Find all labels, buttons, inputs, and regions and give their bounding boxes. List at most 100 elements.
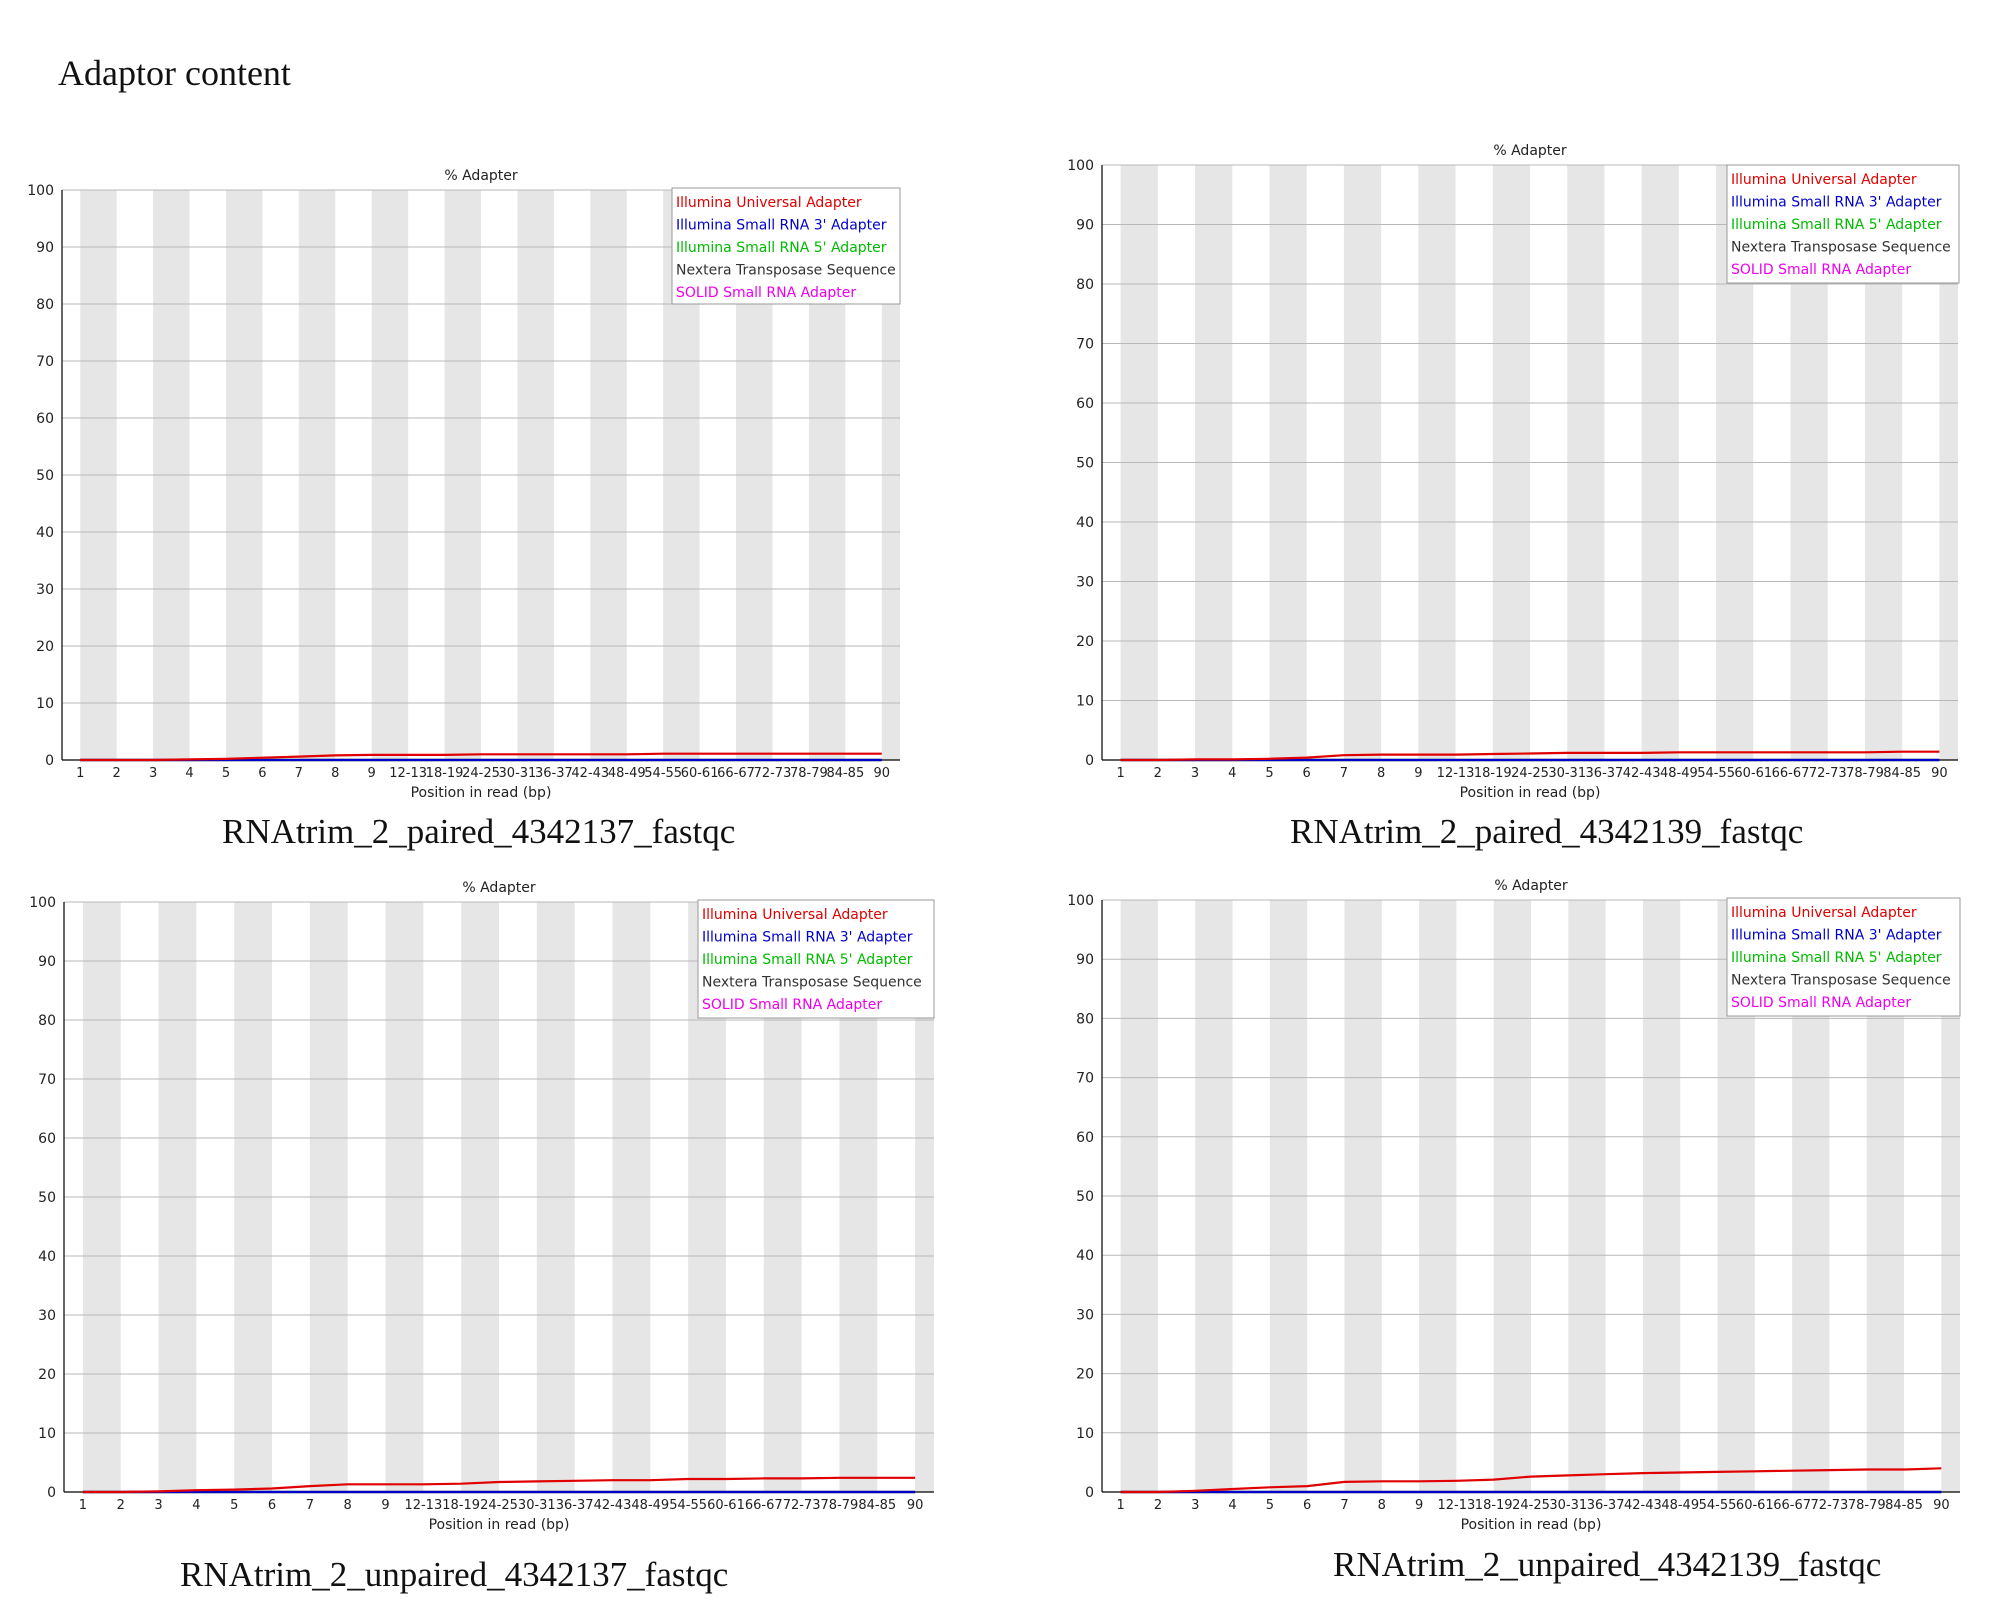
legend-entry: Illumina Small RNA 5' Adapter	[676, 240, 887, 256]
legend-entry: Illumina Universal Adapter	[676, 195, 862, 211]
y-tick-label: 90	[1076, 218, 1094, 234]
x-tick-label: 18-19	[426, 766, 464, 781]
x-tick-label: 36-37	[1587, 1498, 1625, 1513]
x-tick-label: 24-25	[480, 1498, 518, 1513]
chart-panel-unpaired-4342139: 0 10 20 30 40 50 60 70 80 90 100 1 2 3 4 5 6 7 8 9 12-13 18-1…	[1030, 865, 1980, 1545]
x-tick-label: 24-25	[462, 766, 500, 781]
y-tick-label: 80	[1076, 1011, 1094, 1027]
x-tick-label: 84-85	[826, 766, 864, 781]
legend: Illumina Universal Adapter Illumina Small…	[671, 187, 901, 305]
y-tick-label: 30	[36, 582, 54, 598]
y-tick-label: 70	[1076, 1071, 1094, 1087]
x-tick-label: 48-49	[631, 1498, 669, 1513]
x-tick-label: 7	[1340, 766, 1348, 781]
x-tick-label: 90	[1933, 1498, 1950, 1513]
y-tick-label: 60	[1076, 1130, 1094, 1146]
x-tick-label: 4	[1228, 1498, 1236, 1513]
chart-title: % Adapter	[1493, 143, 1567, 159]
x-tick-label: 2	[117, 1498, 125, 1513]
x-tick-label: 72-73	[1811, 1498, 1849, 1513]
x-tick-label: 66-67	[745, 1498, 783, 1513]
x-tick-label: 5	[1265, 766, 1273, 781]
x-tick-label: 3	[154, 1498, 162, 1513]
legend-entry: Illumina Small RNA 5' Adapter	[1731, 217, 1942, 233]
x-tick-label: 78-79	[1846, 766, 1884, 781]
y-tick-label: 30	[1076, 1307, 1094, 1323]
x-tick-label: 7	[1340, 1498, 1348, 1513]
y-tick-label: 100	[29, 895, 56, 911]
x-tick-label: 9	[1414, 766, 1422, 781]
x-tick-label: 6	[1303, 766, 1311, 781]
x-tick-label: 12-13	[389, 766, 427, 781]
x-tick-label: 90	[907, 1498, 924, 1513]
x-tick-label: 90	[874, 766, 891, 781]
x-tick-label: 5	[230, 1498, 238, 1513]
x-tick-label: 8	[344, 1498, 352, 1513]
x-tick-label: 54-55	[644, 766, 682, 781]
x-tick-label: 30-31	[499, 766, 537, 781]
legend-box	[671, 187, 901, 305]
legend-entry: Illumina Small RNA 5' Adapter	[702, 952, 913, 968]
x-tick-label: 2	[113, 766, 121, 781]
y-tick-label: 50	[1076, 1189, 1094, 1205]
x-tick-label: 84-85	[858, 1498, 896, 1513]
x-tick-label: 7	[306, 1498, 314, 1513]
legend-entry: Nextera Transposase Sequence	[702, 975, 922, 991]
x-tick-label: 78-79	[1848, 1498, 1886, 1513]
x-tick-label: 54-55	[1699, 1498, 1737, 1513]
y-tick-label: 70	[36, 354, 54, 370]
legend-entry: Nextera Transposase Sequence	[1731, 240, 1951, 256]
series-line-illumina-universal-adapter	[82, 1476, 916, 1494]
x-tick-label: 78-79	[821, 1498, 859, 1513]
x-tick-label: 72-73	[783, 1498, 821, 1513]
y-tick-label: 60	[1076, 396, 1094, 412]
x-tick-label: 42-43	[1624, 1498, 1662, 1513]
legend-entry: Illumina Small RNA 3' Adapter	[676, 218, 887, 234]
y-tick-label: 80	[38, 1013, 56, 1029]
x-tick-label: 84-85	[1885, 1498, 1923, 1513]
x-tick-label: 36-37	[556, 1498, 594, 1513]
y-tick-label: 0	[47, 1485, 56, 1501]
x-tick-label: 42-43	[1623, 766, 1661, 781]
x-tick-label: 60-61	[1736, 1498, 1774, 1513]
y-tick-label: 50	[1076, 456, 1094, 472]
legend-entry: SOLID Small RNA Adapter	[1731, 262, 1911, 278]
y-tick-label: 30	[38, 1308, 56, 1324]
y-tick-label: 10	[38, 1426, 56, 1442]
y-tick-label: 50	[38, 1190, 56, 1206]
legend-entry: Illumina Small RNA 5' Adapter	[1731, 950, 1942, 966]
x-tick-label: 3	[1191, 766, 1199, 781]
x-tick-label: 30-31	[518, 1498, 556, 1513]
x-tick-label: 18-19	[1474, 766, 1512, 781]
legend: Illumina Universal Adapter Illumina Small…	[1726, 164, 1960, 284]
x-tick-label: 48-49	[608, 766, 646, 781]
x-tick-label: 8	[1378, 1498, 1386, 1513]
legend-entry: Illumina Universal Adapter	[1731, 172, 1917, 188]
x-tick-label: 60-61	[681, 766, 719, 781]
x-tick-label: 1	[1116, 766, 1124, 781]
chart-caption: RNAtrim_2_unpaired_4342137_fastqc	[180, 1555, 729, 1594]
y-tick-label: 20	[1076, 1367, 1094, 1383]
x-axis-label: Position in read (bp)	[1460, 785, 1601, 801]
x-tick-label: 42-43	[594, 1498, 632, 1513]
y-tick-label: 60	[36, 411, 54, 427]
series-line-illumina-universal-adapter	[80, 752, 882, 762]
x-tick-label: 72-73	[754, 766, 792, 781]
x-tick-label: 66-67	[717, 766, 755, 781]
legend-box	[697, 899, 935, 1019]
x-axis-label: Position in read (bp)	[1461, 1517, 1602, 1533]
x-tick-label: 4	[192, 1498, 200, 1513]
legend-entry: Illumina Universal Adapter	[702, 907, 888, 923]
x-tick-label: 12-13	[1438, 1498, 1476, 1513]
x-tick-label: 1	[79, 1498, 87, 1513]
chart-title: % Adapter	[1494, 878, 1568, 894]
x-tick-label: 9	[368, 766, 376, 781]
y-tick-label: 90	[1076, 952, 1094, 968]
y-tick-label: 40	[38, 1249, 56, 1265]
y-tick-label: 100	[27, 183, 54, 199]
x-tick-label: 90	[1931, 766, 1948, 781]
chart-panel-unpaired-4342137: 0 10 20 30 40 50 60 70 80 90 100 1 2 3 4 5 6 7 8 9 12-13 18-1…	[20, 865, 950, 1535]
page-title: Adaptor content	[58, 53, 291, 93]
